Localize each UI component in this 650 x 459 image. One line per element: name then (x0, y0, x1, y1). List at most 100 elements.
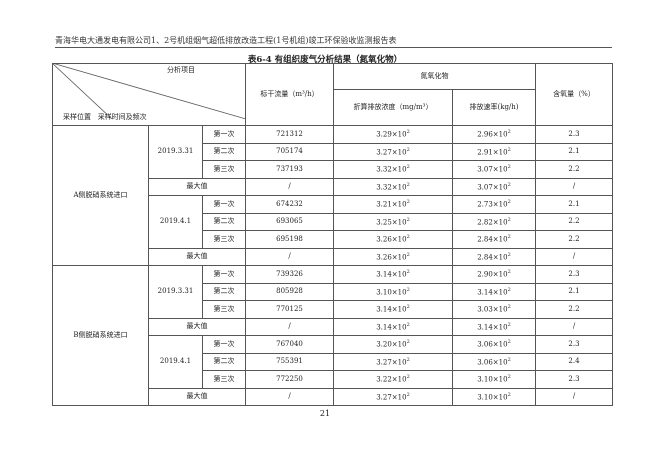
flow-value: 721312 (245, 125, 334, 144)
rate-value: 2.73×102 (452, 195, 536, 214)
oxygen-value: 2.4 (535, 352, 613, 371)
header-rate: 排放速率(kg/h) (452, 88, 536, 126)
table-row: 第二次 805928 3.10×102 3.14×102 2.1 (53, 282, 613, 301)
sampling-date: 2019.4.1 (148, 195, 203, 249)
header-analysis-item: 分析项目 (52, 63, 246, 89)
header-diagonal-lines (52, 63, 246, 119)
running-header: 青海华电大通发电有限公司1、2号机组烟气超低排放改造工程(1号机组)竣工环保验收… (55, 36, 397, 45)
sampling-frequency: 第三次 (202, 300, 246, 319)
table-row: 第三次 770125 3.14×102 3.03×102 2.2 (53, 300, 613, 319)
oxygen-value: 2.2 (535, 230, 613, 249)
flow-value: 739326 (245, 265, 334, 284)
sampling-frequency: 第三次 (202, 160, 246, 179)
oxygen-value: 2.3 (535, 335, 613, 354)
rate-value: 2.90×102 (452, 265, 536, 284)
oxygen-value: / (535, 177, 613, 196)
flow-value: 705174 (245, 142, 334, 161)
oxygen-value: 2.1 (535, 195, 613, 214)
table-row: A侧脱硝系统进口 2019.3.31 第一次 721312 3.29×102 2.96×1… (52, 125, 613, 266)
table-row: 第三次 695198 3.26×102 2.84×102 2.2 (53, 230, 613, 249)
table-row: 第二次 755391 3.27×102 3.06×102 2.4 (53, 352, 613, 371)
header-nox: 氮氧化物 (333, 63, 536, 90)
oxygen-value: 2.3 (535, 125, 613, 144)
page-number: 21 (319, 409, 331, 418)
concentration-value: 3.14×102 (333, 300, 453, 319)
header-oxygen: 含氧量（%） (535, 63, 613, 126)
flow-value: / (245, 247, 334, 266)
max-label: 最大值 (148, 317, 246, 336)
sampling-frequency: 第二次 (202, 142, 246, 161)
flow-value: 767040 (245, 335, 334, 354)
concentration-value: 3.29×102 (333, 125, 453, 144)
flow-value: 755391 (245, 352, 334, 371)
oxygen-value: 2.3 (535, 370, 613, 389)
rate-value: 3.10×102 (452, 387, 536, 406)
sampling-frequency: 第二次 (202, 282, 246, 301)
concentration-value: 3.10×102 (333, 282, 453, 301)
rate-value: 3.14×102 (452, 282, 536, 301)
oxygen-value: 2.1 (535, 142, 613, 161)
flow-value: 770125 (245, 300, 334, 319)
table-row: B侧脱硝系统进口 2019.3.31 第一次 739326 3.14×102 2.90×1… (52, 265, 613, 406)
flow-value: / (245, 317, 334, 336)
sampling-frequency: 第一次 (202, 125, 246, 144)
rate-value: 3.03×102 (452, 300, 536, 319)
sampling-frequency: 第二次 (202, 212, 246, 231)
sampling-frequency: 第一次 (202, 195, 246, 214)
max-row: 最大值/3.27×102 3.10×102/ (53, 387, 613, 406)
sampling-frequency: 第二次 (202, 352, 246, 371)
flow-value: / (245, 387, 334, 406)
header-flow: 标干流量（m³/h） (245, 63, 334, 126)
concentration-value: 3.25×102 (333, 212, 453, 231)
header-location-time: 采样位置 采样时间及频次 (52, 89, 246, 126)
max-row: 最大值/3.14×102 3.14×102/ (53, 317, 613, 336)
oxygen-value: 2.1 (535, 282, 613, 301)
sampling-frequency: 第一次 (202, 265, 246, 284)
concentration-value: 3.32×102 (333, 160, 453, 179)
sampling-location: A侧脱硝系统进口 (52, 125, 149, 266)
rate-value: 3.06×102 (452, 335, 536, 354)
oxygen-value: 2.2 (535, 212, 613, 231)
rate-value: 2.96×102 (452, 125, 536, 144)
concentration-value: 3.20×102 (333, 335, 453, 354)
flow-value: 695198 (245, 230, 334, 249)
sampling-frequency: 第一次 (202, 335, 246, 354)
header-conc: 折算排放浓度（mg/m³） (333, 88, 453, 126)
flow-value: 693065 (245, 212, 334, 231)
concentration-value: 3.27×102 (333, 142, 453, 161)
concentration-value: 3.26×102 (333, 230, 453, 249)
oxygen-value: 2.3 (535, 265, 613, 284)
sampling-frequency: 第三次 (202, 370, 246, 389)
concentration-value: 3.22×102 (333, 370, 453, 389)
flow-value: / (245, 177, 334, 196)
max-label: 最大值 (148, 247, 246, 266)
rate-value: 3.07×102 (452, 177, 536, 196)
nox-results-table: 分析项目 标干流量（m³/h） 氮氧化物 含氧量（%） 采样位置 采样时间及频次… (52, 63, 613, 406)
oxygen-value: / (535, 387, 613, 406)
concentration-value: 3.14×102 (333, 265, 453, 284)
sampling-location: B侧脱硝系统进口 (52, 265, 149, 406)
header-sampling-location: 采样位置 (63, 113, 91, 121)
sampling-date: 2019.3.31 (148, 265, 203, 319)
concentration-value: 3.21×102 (333, 195, 453, 214)
flow-value: 772250 (245, 370, 334, 389)
oxygen-value: / (535, 317, 613, 336)
flow-value: 674232 (245, 195, 334, 214)
rate-value: 2.84×102 (452, 247, 536, 266)
rate-value: 3.07×102 (452, 160, 536, 179)
header-rule (55, 47, 612, 48)
sampling-frequency: 第三次 (202, 230, 246, 249)
sampling-date: 2019.3.31 (148, 125, 203, 179)
rate-value: 3.10×102 (452, 370, 536, 389)
rate-value: 3.14×102 (452, 317, 536, 336)
rate-value: 2.82×102 (452, 212, 536, 231)
concentration-value: 3.27×102 (333, 352, 453, 371)
concentration-value: 3.27×102 (333, 387, 453, 406)
sampling-date: 2019.4.1 (148, 335, 203, 389)
rate-value: 2.91×102 (452, 142, 536, 161)
flow-value: 737193 (245, 160, 334, 179)
concentration-value: 3.26×102 (333, 247, 453, 266)
max-label: 最大值 (148, 177, 246, 196)
flow-value: 805928 (245, 282, 334, 301)
concentration-value: 3.32×102 (333, 177, 453, 196)
